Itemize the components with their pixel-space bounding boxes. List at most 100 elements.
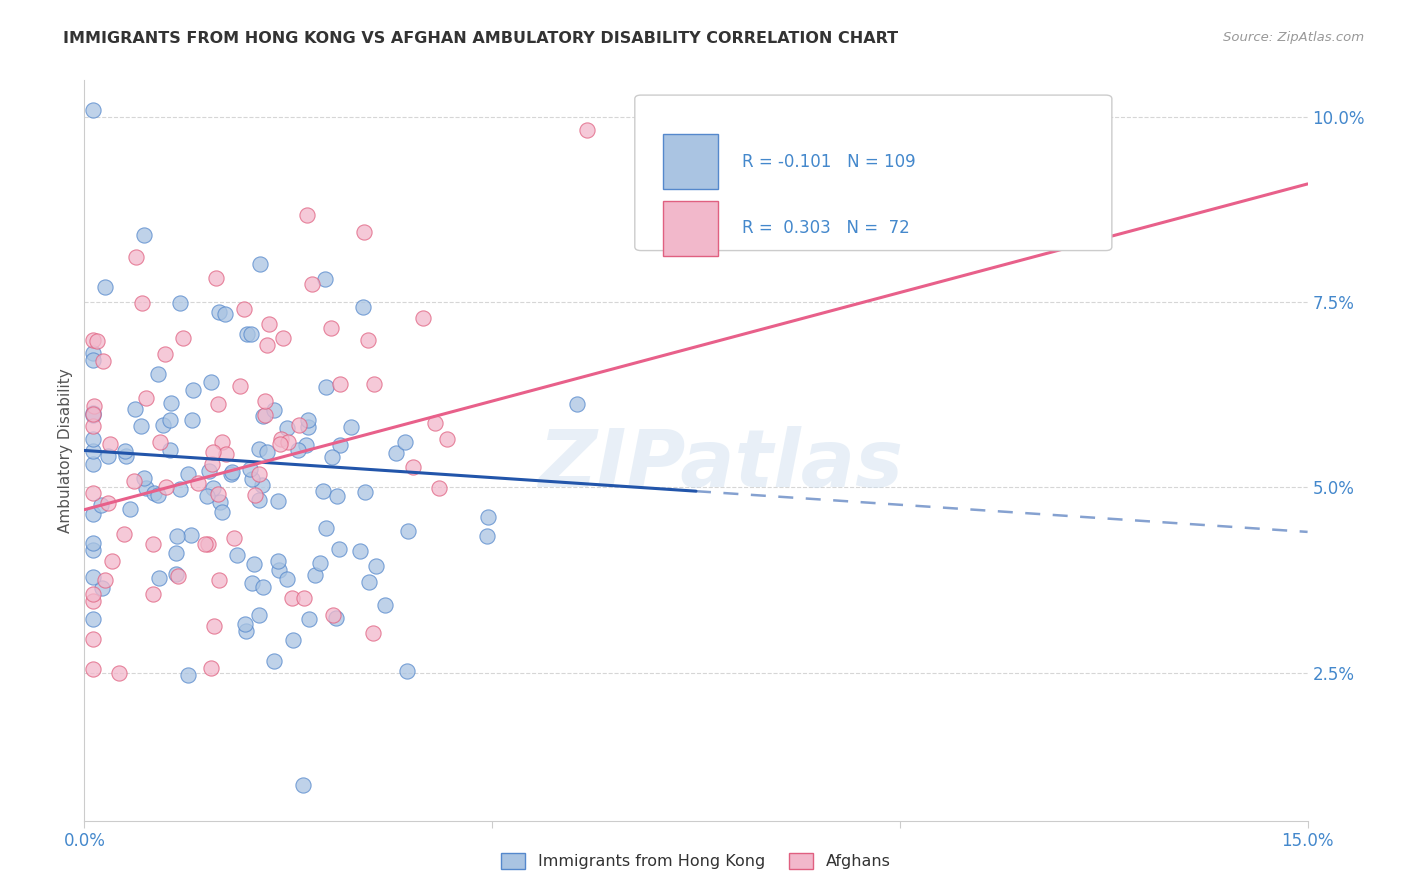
Point xyxy=(297,413,319,427)
Point xyxy=(166,569,188,583)
Point xyxy=(281,633,304,648)
Point xyxy=(276,572,298,586)
Point xyxy=(247,442,270,457)
Text: ZIPatlas: ZIPatlas xyxy=(538,426,903,504)
Point xyxy=(143,485,166,500)
Point xyxy=(247,493,270,508)
Point xyxy=(325,611,347,625)
Point xyxy=(321,450,343,464)
Point xyxy=(226,548,249,562)
Point xyxy=(277,434,299,449)
Point xyxy=(329,438,352,452)
Point xyxy=(425,416,447,430)
Point xyxy=(82,536,104,550)
Point xyxy=(82,632,104,647)
Point xyxy=(357,333,380,347)
Point xyxy=(235,624,257,639)
Point xyxy=(236,327,259,342)
Point xyxy=(280,591,302,606)
Point xyxy=(315,521,337,535)
Point xyxy=(301,277,323,292)
Text: R =  0.303   N =  72: R = 0.303 N = 72 xyxy=(742,219,910,237)
Point xyxy=(245,488,267,502)
Point xyxy=(160,396,183,410)
Point xyxy=(252,409,274,424)
Point xyxy=(361,626,384,640)
Point xyxy=(402,460,425,475)
Point xyxy=(222,531,245,545)
Point xyxy=(82,543,104,558)
Point xyxy=(202,619,225,633)
Point xyxy=(82,570,104,584)
Point xyxy=(267,493,290,508)
Point xyxy=(240,472,263,486)
Point xyxy=(82,103,104,117)
Point xyxy=(114,444,136,458)
Point xyxy=(396,524,419,538)
Point xyxy=(263,403,285,417)
Point xyxy=(97,449,120,463)
Point xyxy=(98,436,121,450)
Point xyxy=(221,465,243,479)
Point xyxy=(214,307,236,321)
Point xyxy=(209,495,232,509)
Point xyxy=(357,574,380,589)
Point xyxy=(326,489,349,503)
Point xyxy=(256,445,278,459)
Point xyxy=(122,475,145,489)
Point xyxy=(308,556,330,570)
FancyBboxPatch shape xyxy=(636,95,1112,251)
Point xyxy=(211,505,233,519)
Point xyxy=(142,587,165,601)
Point xyxy=(565,397,588,411)
Point xyxy=(82,443,104,458)
Point xyxy=(250,478,273,492)
Point xyxy=(82,594,104,608)
Point xyxy=(169,295,191,310)
Point xyxy=(120,501,142,516)
Point xyxy=(256,337,278,351)
Point xyxy=(349,544,371,558)
Point xyxy=(165,566,187,581)
Y-axis label: Ambulatory Disability: Ambulatory Disability xyxy=(58,368,73,533)
Point xyxy=(239,326,262,341)
Point xyxy=(149,435,172,450)
Point xyxy=(132,227,155,242)
Point xyxy=(273,331,295,345)
Point xyxy=(82,407,104,421)
Point xyxy=(82,457,104,471)
Point xyxy=(97,496,120,510)
Point xyxy=(90,498,112,512)
Point xyxy=(239,462,262,476)
Point xyxy=(253,408,276,422)
Point xyxy=(204,270,226,285)
Point xyxy=(436,432,458,446)
Point xyxy=(202,482,225,496)
Point xyxy=(477,528,499,542)
Point xyxy=(194,537,217,551)
Point xyxy=(366,558,388,573)
Point xyxy=(247,608,270,623)
Point xyxy=(83,399,105,413)
Point xyxy=(315,379,337,393)
Bar xyxy=(664,134,718,189)
Point xyxy=(427,481,450,495)
Point xyxy=(240,575,263,590)
Point xyxy=(177,667,200,681)
Point xyxy=(169,483,191,497)
Point xyxy=(219,467,242,482)
Point xyxy=(208,305,231,319)
Point xyxy=(257,317,280,331)
Point xyxy=(200,376,222,390)
Point xyxy=(354,485,377,500)
Point xyxy=(91,581,114,595)
Point xyxy=(269,563,291,577)
Point xyxy=(91,354,114,368)
Point xyxy=(394,435,416,450)
Point xyxy=(292,591,315,605)
Text: IMMIGRANTS FROM HONG KONG VS AFGHAN AMBULATORY DISABILITY CORRELATION CHART: IMMIGRANTS FROM HONG KONG VS AFGHAN AMBU… xyxy=(63,31,898,46)
Text: R = -0.101   N = 109: R = -0.101 N = 109 xyxy=(742,153,917,170)
Point xyxy=(319,320,342,334)
Point xyxy=(322,608,344,623)
Point xyxy=(82,406,104,420)
